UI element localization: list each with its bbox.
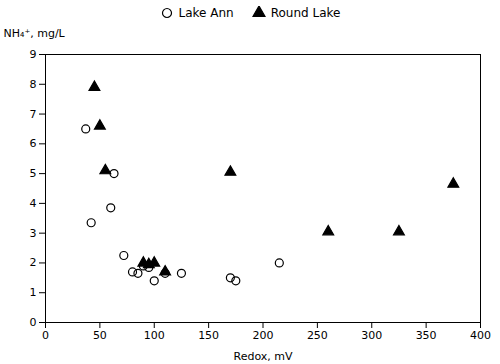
svg-text:200: 200 [253, 329, 274, 342]
svg-text:250: 250 [307, 329, 328, 342]
svg-text:300: 300 [361, 329, 382, 342]
svg-text:0: 0 [42, 329, 49, 342]
svg-text:6: 6 [30, 137, 37, 150]
svg-text:350: 350 [416, 329, 437, 342]
svg-text:2: 2 [30, 256, 37, 269]
svg-text:150: 150 [198, 329, 219, 342]
svg-text:3: 3 [30, 227, 37, 240]
html-text:Round Lake: Round Lake [270, 6, 341, 20]
svg-text:5: 5 [30, 167, 37, 180]
svg-text:8: 8 [30, 78, 37, 91]
svg-text:0: 0 [30, 316, 37, 329]
svg-text:4: 4 [30, 197, 37, 210]
svg-text:50: 50 [93, 329, 107, 342]
svg-text:Redox, mV: Redox, mV [233, 350, 293, 363]
svg-text:7: 7 [30, 108, 37, 121]
svg-text:9: 9 [30, 48, 37, 61]
svg-text:100: 100 [144, 329, 165, 342]
html-text:Lake Ann: Lake Ann [178, 6, 234, 20]
svg-text:400: 400 [470, 329, 491, 342]
svg-text:1: 1 [30, 286, 37, 299]
svg-text:NH₄⁺, mg/L: NH₄⁺, mg/L [4, 27, 66, 40]
